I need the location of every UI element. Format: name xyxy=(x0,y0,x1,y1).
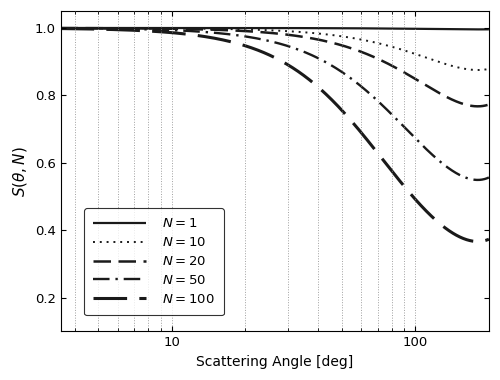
X-axis label: Scattering Angle [deg]: Scattering Angle [deg] xyxy=(196,355,354,369)
Y-axis label: $S(\theta, N)$: $S(\theta, N)$ xyxy=(11,146,29,197)
Legend: $N = 1$, $N = 10$, $N = 20$, $N = 50$, $N = 100$: $N = 1$, $N = 10$, $N = 20$, $N = 50$, $… xyxy=(84,208,224,315)
